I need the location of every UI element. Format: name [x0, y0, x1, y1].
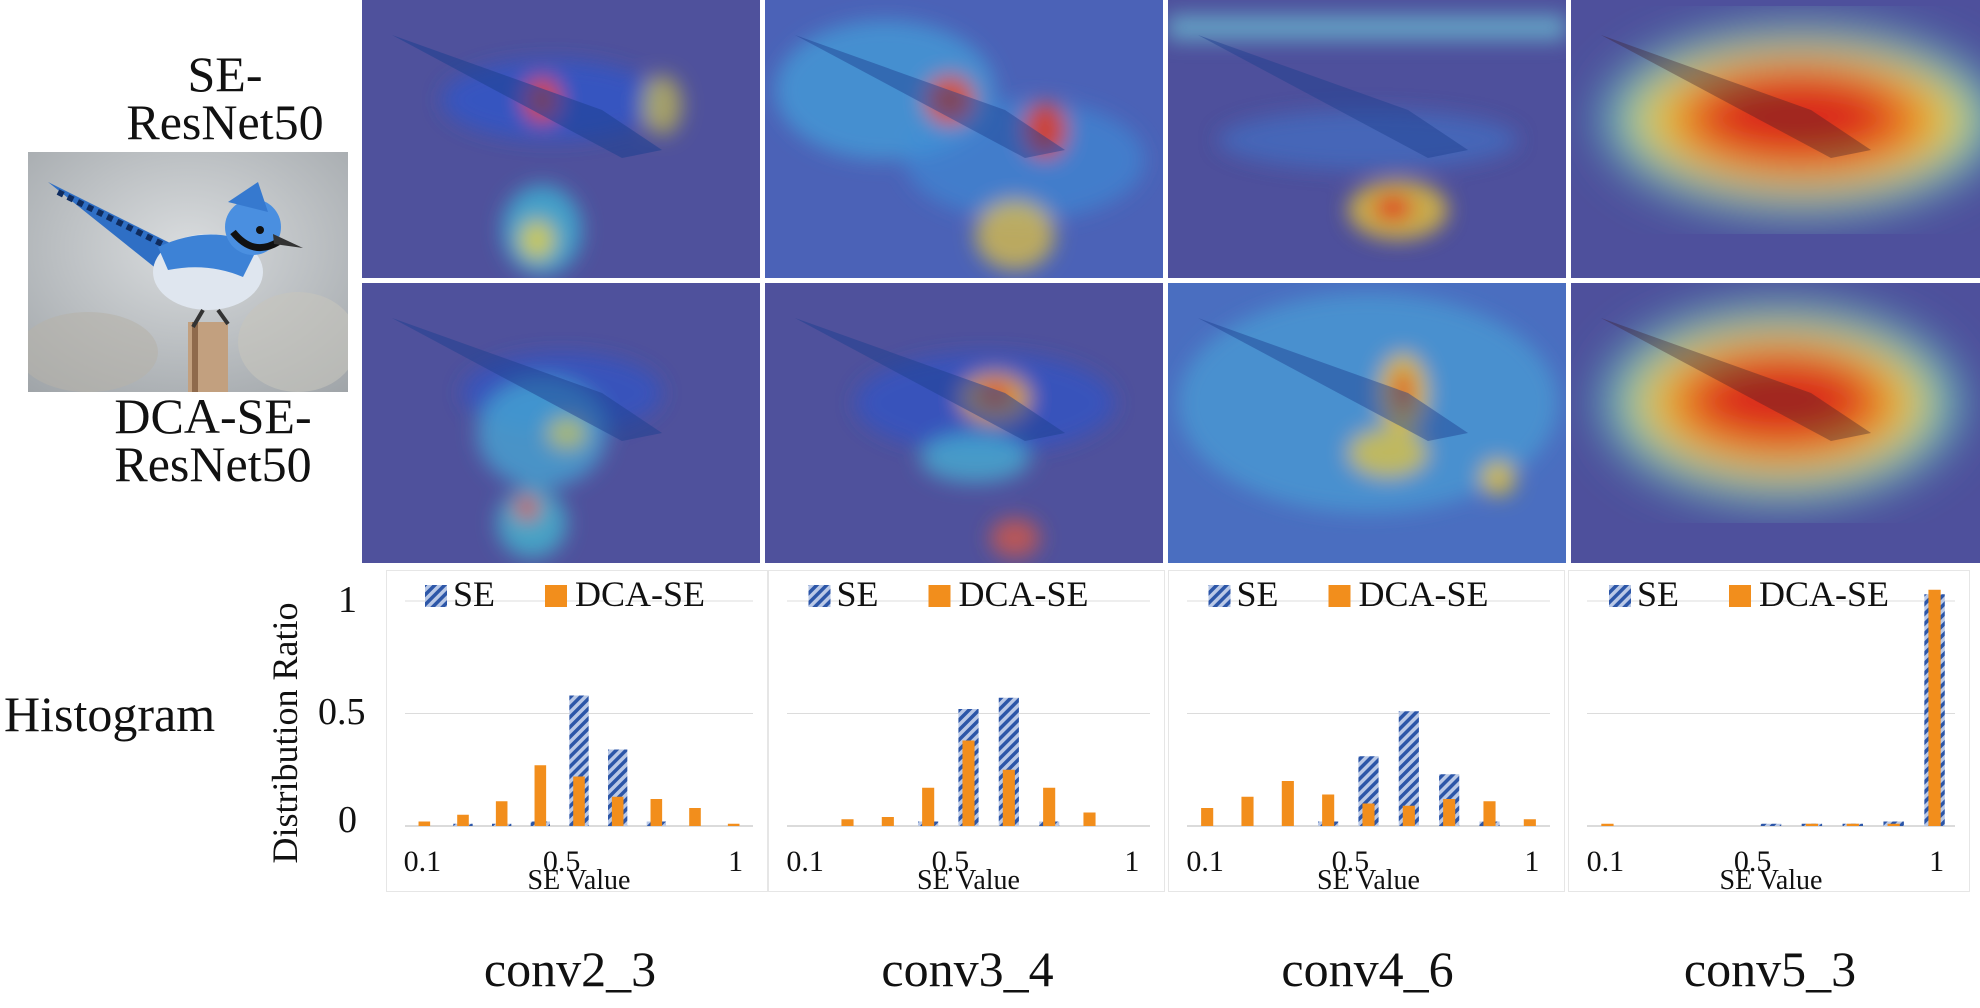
histogram-panel-conv5_3: SE DCA-SE 0.1 0.5 1 SE Value — [1568, 570, 1970, 896]
bar-se — [1760, 823, 1782, 826]
bar-dca-se — [1322, 794, 1335, 826]
y-tick-0: 0 — [338, 799, 357, 841]
legend-label-se: SE — [837, 574, 879, 614]
legend-label-dca-se: DCA-SE — [959, 574, 1089, 614]
bar-dca-se — [881, 817, 894, 826]
layer-name-conv5_3: conv5_3 — [1683, 941, 1857, 997]
row-label-histogram: Histogram — [4, 686, 216, 742]
bar-dca-se — [418, 821, 431, 826]
bar-dca-se — [495, 801, 508, 826]
bar-dca-se — [611, 796, 624, 826]
layer-name-conv2_3: conv2_3 — [483, 941, 657, 997]
histogram-panel-conv2_3: SE DCA-SE 0.1 0.5 1 SE Value — [386, 570, 768, 896]
legend-swatch-dca-se — [1328, 585, 1351, 607]
legend-swatch-se — [808, 585, 831, 607]
legend-swatch-dca-se — [1729, 585, 1751, 607]
legend-label-dca-se: DCA-SE — [1759, 574, 1889, 614]
y-tick-1: 1 — [338, 579, 357, 621]
bar-dca-se — [1846, 823, 1859, 826]
heatmap-se-conv2_3 — [362, 0, 760, 278]
x-tick-label: 0.1 — [1186, 845, 1224, 878]
row-label-se-resnet50: SE-ResNet50 — [126, 46, 324, 150]
bar-dca-se — [1043, 787, 1056, 826]
bar-dca-se — [922, 787, 935, 826]
bar-dca-se — [1928, 589, 1941, 826]
legend: SE DCA-SE — [1208, 574, 1489, 614]
bar-dca-se — [573, 776, 585, 826]
bar-dca-se — [534, 765, 547, 826]
x-tick-label: 0.5 — [1332, 845, 1370, 878]
bar-dca-se — [841, 819, 854, 826]
legend-label-se: SE — [1637, 574, 1679, 614]
legend-swatch-se — [1609, 585, 1631, 607]
legend-label-se: SE — [1237, 574, 1279, 614]
x-tick-label: 1 — [728, 845, 743, 878]
legend-swatch-dca-se — [545, 585, 567, 607]
row-label-dca-se-resnet50: DCA-SE-ResNet50 — [114, 388, 312, 492]
input-bird-image — [28, 152, 348, 392]
x-tick-label: 0.5 — [543, 845, 581, 878]
heatmap-dca-conv3_4 — [765, 283, 1163, 563]
y-tick-0-5: 0.5 — [318, 691, 366, 733]
bar-dca-se — [457, 814, 469, 826]
bar-dca-se — [1523, 819, 1536, 826]
x-tick-label: 0.1 — [1587, 845, 1625, 878]
x-axis-label: SE Value — [1317, 865, 1420, 891]
bar-dca-se — [1443, 799, 1456, 826]
bar-dca-se — [1887, 823, 1900, 826]
legend-label-dca-se: DCA-SE — [575, 574, 705, 614]
x-axis-label: SE Value — [917, 865, 1020, 891]
heatmap-se-conv5_3 — [1571, 0, 1980, 278]
legend-swatch-se — [425, 585, 447, 607]
x-axis-label: SE Value — [1720, 865, 1823, 891]
x-tick-label: 0.5 — [932, 845, 970, 878]
legend-label-se: SE — [453, 574, 495, 614]
x-tick-label: 0.1 — [404, 845, 442, 878]
bar-dca-se — [1241, 796, 1254, 826]
layer-name-conv3_4: conv3_4 — [881, 941, 1054, 997]
histogram-panel-conv3_4: SE DCA-SE 0.1 0.5 1 SE Value — [768, 570, 1165, 896]
bar-dca-se — [650, 799, 663, 826]
legend: SE DCA-SE — [425, 574, 705, 614]
legend: SE DCA-SE — [1609, 574, 1889, 614]
x-tick-label: 1 — [1524, 845, 1539, 878]
legend-swatch-se — [1208, 585, 1231, 607]
x-axis-label: SE Value — [528, 865, 631, 891]
x-tick-label: 1 — [1124, 845, 1139, 878]
heatmap-se-conv4_6 — [1168, 0, 1566, 278]
legend-swatch-dca-se — [928, 585, 951, 607]
bar-dca-se — [1362, 803, 1375, 826]
legend-label-dca-se: DCA-SE — [1359, 574, 1489, 614]
bar-dca-se — [1201, 808, 1214, 826]
bar-dca-se — [962, 740, 975, 826]
bar-dca-se — [1402, 805, 1415, 826]
bar-dca-se — [1281, 781, 1294, 826]
bar-dca-se — [689, 808, 701, 826]
bar-se — [1398, 711, 1419, 826]
layer-name-conv4_6: conv4_6 — [1281, 941, 1454, 997]
bar-dca-se — [1483, 801, 1496, 826]
x-tick-label: 0.5 — [1734, 845, 1772, 878]
bar-dca-se — [1083, 812, 1096, 826]
bar-dca-se — [1805, 823, 1819, 826]
heatmap-dca-conv4_6 — [1168, 283, 1566, 563]
x-tick-label: 1 — [1929, 845, 1944, 878]
bar-dca-se — [1601, 823, 1614, 826]
heatmap-dca-conv2_3 — [362, 283, 760, 563]
bar-dca-se — [727, 823, 740, 826]
heatmap-se-conv3_4 — [765, 0, 1163, 278]
legend: SE DCA-SE — [808, 574, 1089, 614]
heatmap-dca-conv5_3 — [1571, 283, 1980, 563]
histogram-panel-conv4_6: SE DCA-SE 0.1 0.5 1 SE Value — [1168, 570, 1565, 896]
x-tick-label: 0.1 — [786, 845, 824, 878]
bar-dca-se — [1002, 769, 1015, 826]
